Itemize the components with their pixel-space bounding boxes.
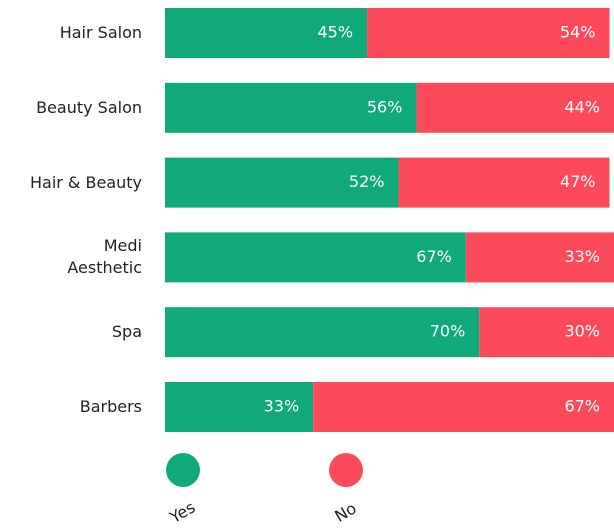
bar-segment [165, 307, 480, 358]
category-label: Medi Aesthetic [67, 236, 142, 278]
category-label: Barbers [79, 397, 142, 416]
category-label: Hair & Beauty [29, 172, 142, 192]
bar-segment [165, 382, 314, 432]
legend-swatch [329, 453, 363, 487]
legend-label: Yes [166, 497, 199, 527]
value-label: 70% [430, 322, 466, 341]
value-label: 67% [564, 397, 600, 416]
value-label: 30% [564, 322, 600, 341]
bar-segment [165, 157, 399, 208]
legend-swatch [166, 453, 200, 487]
category-label: Beauty Salon [36, 97, 142, 117]
bar-segment [479, 307, 614, 358]
legend-label: No [331, 498, 359, 525]
value-label: 33% [264, 397, 300, 416]
category-label: Hair Salon [59, 23, 142, 42]
bar-segment [313, 382, 614, 432]
value-label: 33% [564, 247, 600, 266]
value-label: 44% [564, 97, 600, 116]
bar-segment [165, 82, 417, 133]
bar-segment [367, 8, 610, 58]
value-label: 52% [349, 172, 385, 191]
value-label: 45% [317, 23, 353, 42]
value-label: 56% [367, 97, 403, 116]
category-label: Spa [111, 322, 142, 342]
bar-segment [165, 232, 466, 283]
bar-segment [465, 232, 614, 283]
value-label: 54% [560, 23, 596, 42]
value-label: 47% [560, 172, 596, 191]
bar-segment [398, 157, 610, 208]
bar-segment [165, 8, 368, 58]
bar-segment [416, 82, 614, 133]
value-label: 67% [416, 247, 452, 266]
